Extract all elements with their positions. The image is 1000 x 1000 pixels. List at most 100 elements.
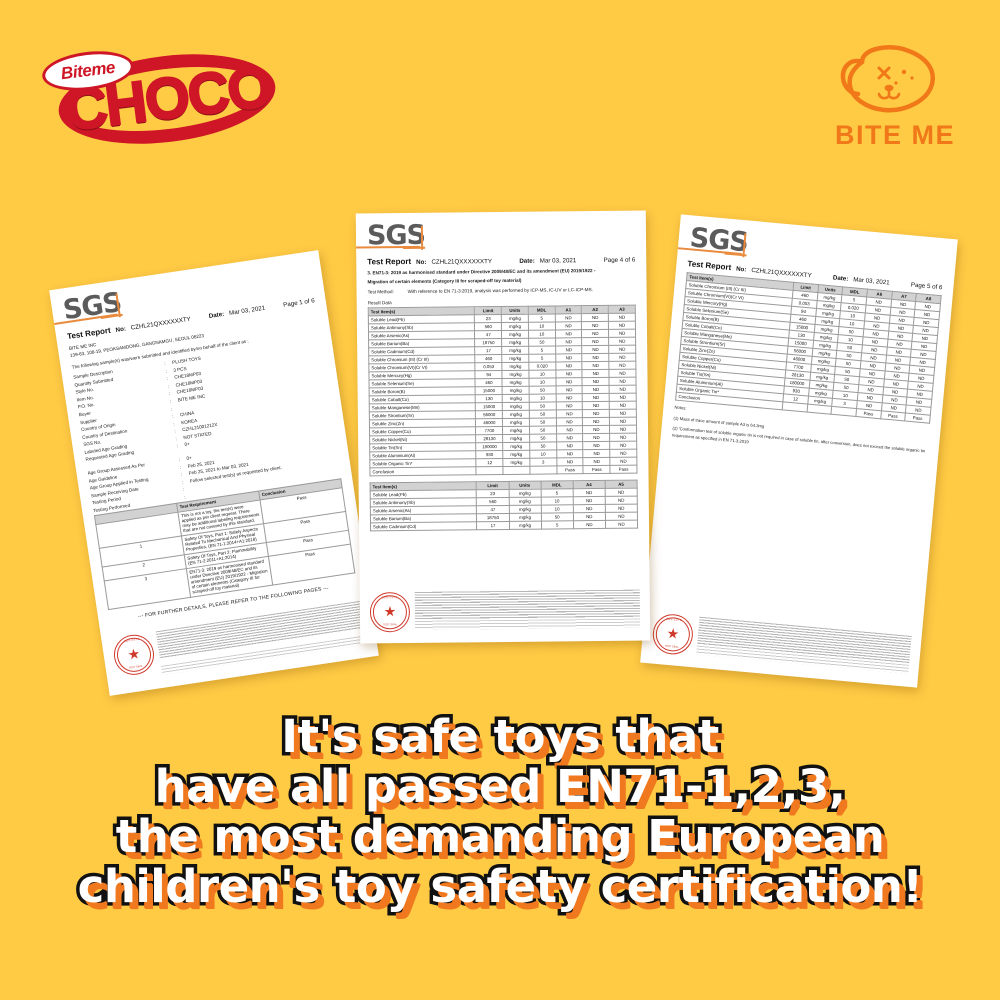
report-page-number: Page 4 of 6 xyxy=(603,256,636,264)
test-method-value: With reference to EN 71-3:2019, analysis… xyxy=(407,286,593,294)
cell-units: mg/kg xyxy=(502,418,530,427)
cell-mdl: 0.020 xyxy=(528,362,556,371)
report-no-value: CZHL21QXXXXXXTY xyxy=(751,266,812,280)
cell-a1: ND xyxy=(556,418,583,427)
cell-limit: 46000 xyxy=(475,418,503,428)
cell-limit: 17 xyxy=(476,521,510,531)
cell-limit: 180000 xyxy=(476,442,503,452)
report-no-value: CZHL21QXXXXXXTY xyxy=(431,258,493,266)
bite-me-brand-logo: BITE ME xyxy=(820,42,970,157)
cell-units: mg/kg xyxy=(502,434,530,443)
official-seal-stamp: SGS-CSTC ★ TEST SEAL xyxy=(111,632,157,678)
cell-units: mg/kg xyxy=(503,458,530,467)
report-title: Test Report xyxy=(367,256,412,267)
cell-a3: ND xyxy=(610,457,637,466)
report-header: Test Report No: CZHL21QXXXXXXTY Date: Ma… xyxy=(367,255,635,267)
cell-mdl: 3 xyxy=(529,458,557,467)
cell-pass-a8: Pass xyxy=(904,413,931,424)
cell-a3: ND xyxy=(609,417,637,426)
headline-line-2: have all passed EN71-1,2,3, xyxy=(151,758,849,815)
cell-mdl: 10 xyxy=(528,378,556,387)
cell-pass-a7: Pass xyxy=(880,410,906,421)
cell-a1: ND xyxy=(556,450,584,459)
cell-a3: ND xyxy=(609,433,637,442)
element-migration-table-2: Test Item(s) Limit Units MDL A4 A5 Solub… xyxy=(370,480,638,532)
report-date-label: Date: xyxy=(208,310,225,321)
report-no-label: No: xyxy=(115,325,127,334)
sgs-test-report-page4[interactable]: SGS Test Report No: CZHL21QXXXXXXTY Date… xyxy=(355,210,651,644)
cell-units: mg/kg xyxy=(509,521,542,530)
report-page-number: Page 1 of 6 xyxy=(282,297,316,309)
cell-units: mg/kg xyxy=(502,386,530,395)
certificate-documents-group: SGS Test Report No: CZHL21QXXXXXXTY Date… xyxy=(49,210,958,696)
document-footer: SGS-CSTC ★ TEST SEAL xyxy=(641,611,922,680)
cell-mdl xyxy=(831,406,857,417)
cell-a3: ND xyxy=(609,441,637,450)
document-footer: SGS-CSTC ★ TEST SEAL xyxy=(360,589,650,636)
sgs-logo-text: SGS xyxy=(366,219,426,252)
cell-limit: 130 xyxy=(475,394,503,404)
report-title: Test Report xyxy=(687,259,732,273)
cell-a4: ND xyxy=(573,520,606,530)
cell-a1: ND xyxy=(556,410,583,419)
cell-a3: ND xyxy=(609,449,637,458)
cell-limit: 18750 xyxy=(475,338,502,348)
cell-units: mg/kg xyxy=(502,450,530,459)
cell-mdl: 50 xyxy=(529,434,557,443)
official-seal-stamp: SGS-CSTC ★ TEST SEAL xyxy=(369,591,411,632)
headline-text: It's safe toys that have all passed EN71… xyxy=(0,708,1000,915)
cell-mdl: 10 xyxy=(529,394,556,403)
test-method-row: Test Method: With reference to EN 71-3:2… xyxy=(368,285,636,295)
cell-units: mg/kg xyxy=(502,362,529,371)
cell-a1: ND xyxy=(556,434,584,443)
cell-limit: 560 xyxy=(474,322,502,332)
cell-a2: ND xyxy=(583,449,611,459)
sgs-test-report-page1[interactable]: SGS Test Report No: CZHL21QXXXXXXTY Date… xyxy=(49,250,379,696)
cell-mdl: 50 xyxy=(529,402,557,411)
cell-mdl: 50 xyxy=(529,386,556,395)
seal-star-icon: ★ xyxy=(666,624,680,642)
sgs-logo: SGS xyxy=(356,219,635,253)
cell-a1: ND xyxy=(555,402,583,411)
cell-mdl: 50 xyxy=(529,426,557,435)
cell-pass-a6: Pass xyxy=(855,408,882,419)
cell-a2: ND xyxy=(583,433,610,443)
cell-mdl: 10 xyxy=(529,450,557,459)
cell-units: mg/kg xyxy=(501,338,529,347)
report-date-label: Date: xyxy=(832,274,849,283)
cell-mdl: 50 xyxy=(529,442,557,451)
cell-units: mg/kg xyxy=(502,394,530,403)
cell-mdl: 50 xyxy=(529,418,557,427)
cell-limit: 17 xyxy=(475,346,502,356)
cell-limit: 460 xyxy=(475,378,503,388)
sgs-test-report-page5[interactable]: SGS Test Report No: CZHL21QXXXXXXTY Date… xyxy=(640,214,958,688)
cell-a2: ND xyxy=(583,441,610,451)
cell-limit: 28130 xyxy=(476,434,503,444)
report-date-label: Date: xyxy=(519,257,535,265)
cell-limit xyxy=(476,466,504,476)
footer-legal-text xyxy=(696,616,912,679)
headline-line-3: the most demanding European xyxy=(112,808,888,865)
cell-a1: ND xyxy=(556,426,584,435)
report-no-label: No: xyxy=(735,265,747,274)
cell-a1: ND xyxy=(555,386,583,395)
cell-units: mg/kg xyxy=(502,410,530,419)
cell-units: mg/kg xyxy=(502,426,530,435)
cell-units: mg/kg xyxy=(502,402,530,411)
dog-face-icon xyxy=(840,45,936,113)
sgs-logo-bar-under xyxy=(403,246,426,250)
cell-pass-a2: Pass xyxy=(583,465,611,475)
cell-limit: 15000 xyxy=(475,402,503,412)
cell-limit: 930 xyxy=(476,450,504,460)
cell-a2: ND xyxy=(583,457,611,467)
cell-units xyxy=(806,404,832,415)
footer-legal-text xyxy=(155,600,368,680)
element-migration-table-1: Test Item(s) Limit Units MDL A1 A2 A3 So… xyxy=(368,305,638,477)
cell-limit xyxy=(782,401,808,413)
headline-line-1: It's safe toys that xyxy=(278,708,723,765)
headline-line-4: children's toy safety certification! xyxy=(74,858,926,915)
bite-me-wordmark: BITE ME xyxy=(834,120,955,150)
test-method-label: Test Method: xyxy=(367,288,394,295)
cell-a1: ND xyxy=(555,394,583,403)
